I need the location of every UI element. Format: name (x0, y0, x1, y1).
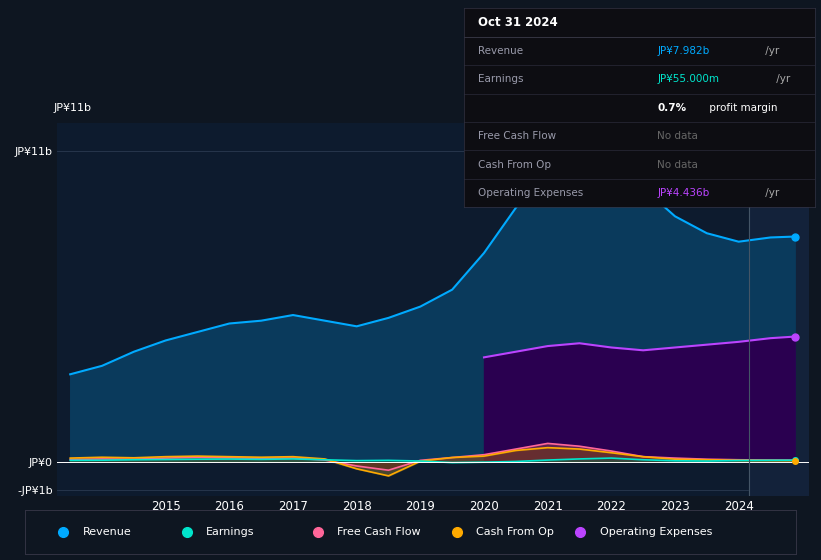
Text: No data: No data (657, 160, 698, 170)
Text: Oct 31 2024: Oct 31 2024 (478, 16, 557, 29)
Text: Free Cash Flow: Free Cash Flow (478, 131, 556, 141)
Text: 0.7%: 0.7% (657, 103, 686, 113)
Text: /yr: /yr (762, 46, 779, 56)
Text: JP¥7.982b: JP¥7.982b (657, 46, 709, 56)
Text: JP¥55.000m: JP¥55.000m (657, 74, 719, 85)
Text: /yr: /yr (773, 74, 791, 85)
Text: Operating Expenses: Operating Expenses (478, 188, 583, 198)
Text: profit margin: profit margin (705, 103, 777, 113)
Text: Free Cash Flow: Free Cash Flow (337, 527, 421, 537)
Text: Cash From Op: Cash From Op (478, 160, 551, 170)
Text: Operating Expenses: Operating Expenses (599, 527, 712, 537)
Text: Revenue: Revenue (478, 46, 523, 56)
Text: JP¥11b: JP¥11b (53, 102, 92, 113)
Text: JP¥4.436b: JP¥4.436b (657, 188, 709, 198)
Text: /yr: /yr (762, 188, 779, 198)
Text: No data: No data (657, 131, 698, 141)
Text: Earnings: Earnings (206, 527, 255, 537)
Text: Cash From Op: Cash From Op (476, 527, 554, 537)
Text: Revenue: Revenue (83, 527, 131, 537)
Text: Earnings: Earnings (478, 74, 524, 85)
Bar (750, 123, 809, 496)
